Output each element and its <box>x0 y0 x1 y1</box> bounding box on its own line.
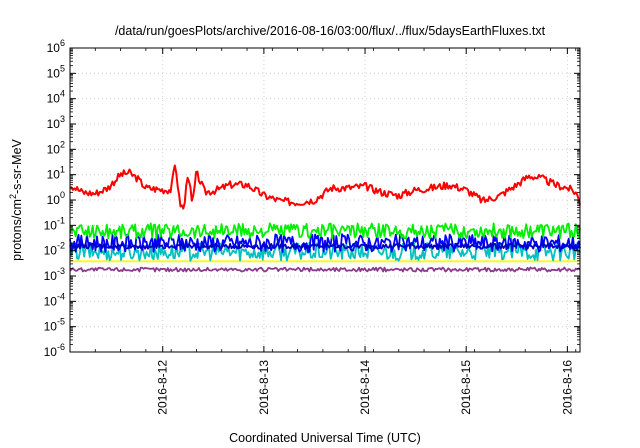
flux-series-line <box>69 242 581 250</box>
y-tick-label: 106 <box>47 38 65 55</box>
y-tick-label: 10-6 <box>44 342 65 359</box>
y-tick-base: 10 <box>44 345 58 359</box>
flux-series-line <box>69 222 581 240</box>
axis-ticks: 10-610-510-410-310-210-11001011021031041… <box>44 38 580 415</box>
y-tick-exp: -3 <box>57 266 65 276</box>
y-tick-exp: 1 <box>60 165 65 175</box>
y-axis-label: protons/cm2-s-sr-MeV <box>8 138 24 260</box>
y-tick-label: 10-5 <box>44 317 65 334</box>
y-tick-exp: 0 <box>60 190 65 200</box>
y-tick-exp: 5 <box>60 63 65 73</box>
y-tick-exp: 3 <box>60 114 65 124</box>
x-axis-label: Coordinated Universal Time (UTC) <box>229 431 421 445</box>
y-tick-base: 10 <box>44 218 58 232</box>
y-tick-base: 10 <box>44 320 58 334</box>
y-tick-exp: -1 <box>57 215 65 225</box>
flux-series-line <box>69 266 581 273</box>
series-lines <box>69 164 581 273</box>
x-tick-label: 2016-8-14 <box>358 360 372 415</box>
y-axis-label-rest: -s-sr-MeV <box>10 138 24 194</box>
y-tick-label: 103 <box>47 114 65 131</box>
y-tick-label: 104 <box>47 89 65 106</box>
y-tick-base: 10 <box>47 92 61 106</box>
x-tick-label: 2016-8-15 <box>459 360 473 415</box>
y-tick-label: 10-1 <box>44 215 65 232</box>
y-tick-exp: 6 <box>60 38 65 48</box>
y-tick-label: 10-4 <box>44 291 65 308</box>
x-tick-label: 2016-8-13 <box>257 360 271 415</box>
y-tick-base: 10 <box>44 294 58 308</box>
chart-title: /data/run/goesPlots/archive/2016-08-16/0… <box>115 24 546 38</box>
y-tick-base: 10 <box>47 66 61 80</box>
y-tick-exp: 2 <box>60 139 65 149</box>
y-tick-base: 10 <box>44 269 58 283</box>
y-axis-label-main: protons/cm <box>10 199 24 261</box>
y-tick-exp: 4 <box>60 89 65 99</box>
flux-series-line <box>69 164 581 210</box>
y-tick-base: 10 <box>47 142 61 156</box>
y-tick-base: 10 <box>47 168 61 182</box>
y-tick-base: 10 <box>47 117 61 131</box>
y-tick-base: 10 <box>47 193 61 207</box>
x-tick-label: 2016-8-16 <box>560 360 574 415</box>
y-tick-exp: -6 <box>57 342 65 352</box>
flux-series-line <box>69 242 581 262</box>
y-tick-base: 10 <box>47 41 61 55</box>
y-tick-base: 10 <box>44 244 58 258</box>
y-tick-label: 10-3 <box>44 266 65 283</box>
y-tick-label: 101 <box>47 165 65 182</box>
y-tick-label: 100 <box>47 190 65 207</box>
y-tick-label: 10-2 <box>44 241 65 258</box>
y-tick-exp: -5 <box>57 317 65 327</box>
y-tick-exp: -4 <box>57 291 65 301</box>
flux-series-line <box>69 233 581 253</box>
y-tick-label: 102 <box>47 139 65 156</box>
x-tick-label: 2016-8-12 <box>156 360 170 415</box>
y-axis-label-sup: 2 <box>8 194 18 199</box>
y-tick-exp: -2 <box>57 241 65 251</box>
y-tick-label: 105 <box>47 63 65 80</box>
